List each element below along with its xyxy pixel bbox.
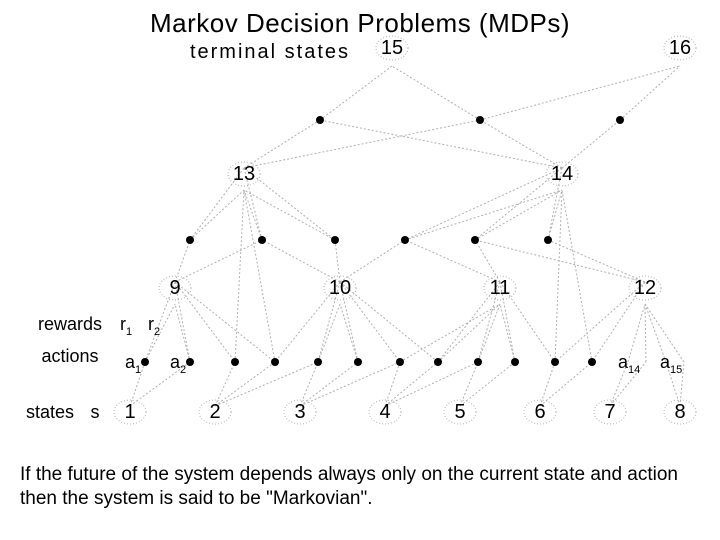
- states-s: s: [91, 402, 100, 422]
- state-node-8: 8: [674, 401, 685, 423]
- state-node-1: 1: [124, 401, 135, 423]
- mdp-diagram: 12345678910111213141516terminal statesre…: [0, 0, 720, 540]
- state-node-14: 14: [551, 163, 573, 185]
- rewards-label: rewards: [38, 314, 102, 334]
- state-node-11: 11: [490, 277, 511, 299]
- state-node-4: 4: [379, 401, 390, 423]
- footer-text: If the future of the system depends alwa…: [20, 463, 700, 512]
- state-node-2: 2: [209, 401, 220, 423]
- action-a2: a2: [170, 352, 186, 376]
- action-a1: a1: [125, 352, 141, 376]
- action-a15: a15: [660, 352, 682, 376]
- state-node-9: 9: [169, 277, 180, 299]
- state-node-3: 3: [294, 401, 305, 423]
- state-node-5: 5: [454, 401, 465, 423]
- reward-r2: r2: [148, 314, 160, 338]
- state-node-12: 12: [634, 277, 656, 299]
- action-a14: a14: [618, 352, 640, 376]
- state-node-16: 16: [669, 37, 691, 59]
- states-label: states: [26, 402, 74, 422]
- state-node-7: 7: [604, 401, 615, 423]
- state-node-15: 15: [381, 37, 403, 59]
- terminal-states-label: terminal states: [190, 41, 350, 63]
- actions-label: actions: [41, 346, 98, 366]
- state-node-13: 13: [233, 163, 255, 185]
- reward-r1: r1: [120, 314, 132, 338]
- state-node-6: 6: [534, 401, 545, 423]
- state-node-10: 10: [329, 277, 351, 299]
